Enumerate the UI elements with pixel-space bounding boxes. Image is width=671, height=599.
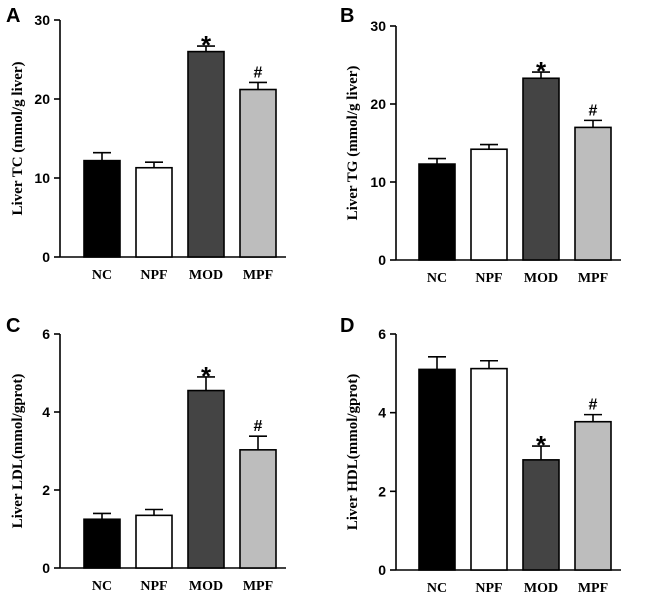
bar-mpf xyxy=(574,420,612,571)
bar-mod xyxy=(522,77,560,261)
y-tick-label: 0 xyxy=(42,249,50,265)
y-tick-label: 6 xyxy=(42,326,50,342)
panel-letter: A xyxy=(6,5,20,27)
bar-mod xyxy=(187,50,225,258)
chart-panel-b: B Liver TG (mmol/g liver) 0 10 20 30 NC NPF * MOD… xyxy=(340,5,621,286)
x-category-label: MOD xyxy=(524,271,558,286)
y-tick-label: 10 xyxy=(370,174,386,190)
y-tick-label: 0 xyxy=(378,252,386,268)
significance-star: * xyxy=(201,361,212,391)
significance-hash: # xyxy=(589,102,598,119)
y-tick-label: 2 xyxy=(378,483,386,499)
y-tick-label: 2 xyxy=(42,482,50,498)
y-tick-label: 20 xyxy=(34,91,50,107)
bar-mod xyxy=(187,389,225,569)
chart-panel-d: D Liver HDL(mmol/gprot) 0 2 4 6 NC NPF * MOD # MPF xyxy=(340,315,621,596)
y-tick-label: 30 xyxy=(370,18,386,34)
y-tick-label: 4 xyxy=(378,405,386,421)
bar-nc xyxy=(418,163,456,261)
bar-mod xyxy=(522,459,560,571)
significance-hash: # xyxy=(589,397,598,414)
bar-mpf xyxy=(239,88,277,258)
x-category-label: NC xyxy=(427,271,447,286)
significance-hash: # xyxy=(254,64,263,81)
chart-panel-a: A Liver TC (mmol/g liver) 0 10 20 30 NC NPF * MOD… xyxy=(6,5,286,283)
bar-npf xyxy=(135,514,173,569)
panel-letter: C xyxy=(6,315,20,337)
y-tick-label: 0 xyxy=(42,560,50,576)
x-category-label: NC xyxy=(92,579,112,594)
x-category-label: NC xyxy=(92,268,112,283)
significance-hash: # xyxy=(254,418,263,435)
x-category-label: NC xyxy=(427,581,447,596)
bar-npf xyxy=(470,367,508,571)
x-category-label: MPF xyxy=(578,271,608,286)
y-axis-title: Liver TC (mmol/g liver) xyxy=(10,61,26,215)
chart-panel-c: C Liver LDL(mmol/gprot) 0 2 4 6 NC NPF * MOD # MPF xyxy=(6,315,286,594)
y-axis-title: Liver LDL(mmol/gprot) xyxy=(10,374,26,529)
x-category-label: MOD xyxy=(189,268,223,283)
bar-npf xyxy=(135,166,173,258)
x-category-label: NPF xyxy=(475,581,502,596)
bar-nc xyxy=(418,368,456,571)
bar-nc xyxy=(83,159,121,258)
y-tick-label: 0 xyxy=(378,562,386,578)
x-category-label: NPF xyxy=(140,268,167,283)
panel-letter: D xyxy=(340,315,354,337)
y-tick-label: 20 xyxy=(370,96,386,112)
y-axis-title: Liver HDL(mmol/gprot) xyxy=(345,374,361,531)
x-category-label: NPF xyxy=(140,579,167,594)
x-category-label: MPF xyxy=(243,268,273,283)
x-category-label: MPF xyxy=(243,579,273,594)
significance-star: * xyxy=(201,30,212,60)
bar-npf xyxy=(470,148,508,261)
y-axis-title: Liver TG (mmol/g liver) xyxy=(345,66,361,221)
y-tick-label: 30 xyxy=(34,12,50,28)
panel-letter: B xyxy=(340,5,354,27)
y-tick-label: 4 xyxy=(42,404,50,420)
bar-nc xyxy=(83,518,121,569)
bar-mpf xyxy=(574,126,612,261)
y-tick-label: 10 xyxy=(34,170,50,186)
x-category-label: MOD xyxy=(524,581,558,596)
x-category-label: MOD xyxy=(189,579,223,594)
bar-mpf xyxy=(239,449,277,569)
significance-star: * xyxy=(536,430,547,460)
x-category-label: NPF xyxy=(475,271,502,286)
y-tick-label: 6 xyxy=(378,326,386,342)
significance-star: * xyxy=(536,56,547,86)
x-category-label: MPF xyxy=(578,581,608,596)
